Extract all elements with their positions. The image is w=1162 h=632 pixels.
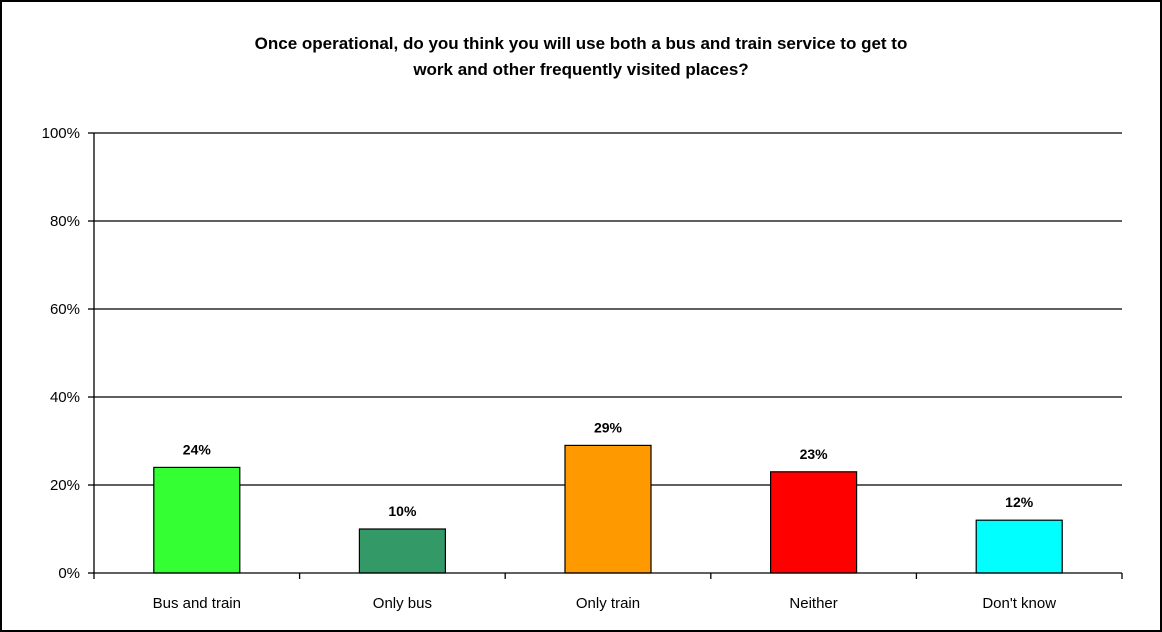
data-label: 24% <box>183 441 212 457</box>
chart-title: Once operational, do you think you will … <box>60 31 1102 83</box>
y-tick-label: 80% <box>50 213 80 230</box>
y-tick-label: 20% <box>50 477 80 494</box>
bar <box>975 519 1063 574</box>
gridlines <box>94 132 1122 486</box>
x-tick-label: Only train <box>576 595 640 612</box>
chart-title-line-1: Once operational, do you think you will … <box>254 34 908 53</box>
bar <box>769 471 858 574</box>
x-tick-label: Only bus <box>373 595 432 612</box>
data-label: 10% <box>388 503 417 519</box>
y-tick-label: 40% <box>50 389 80 406</box>
x-tick-label: Don't know <box>982 595 1056 612</box>
labels: 0% 20% 40% 60% 80% 100% 24% Bus and train 10% Onl… <box>42 125 1057 612</box>
x-tick-label: Bus and train <box>153 595 241 612</box>
bar <box>153 466 241 574</box>
data-label: 12% <box>1005 494 1034 510</box>
data-label: 23% <box>800 446 829 462</box>
y-tick-label: 0% <box>58 565 80 582</box>
x-tick-label: Neither <box>789 595 837 612</box>
y-tick-label: 100% <box>42 125 80 142</box>
axes <box>88 132 1123 579</box>
data-label: 29% <box>594 419 623 435</box>
bar <box>358 528 446 574</box>
y-tick-label: 60% <box>50 301 80 318</box>
chart-title-line-2: work and other frequently visited places… <box>413 60 749 79</box>
bar <box>564 444 652 574</box>
bars <box>153 444 1063 574</box>
